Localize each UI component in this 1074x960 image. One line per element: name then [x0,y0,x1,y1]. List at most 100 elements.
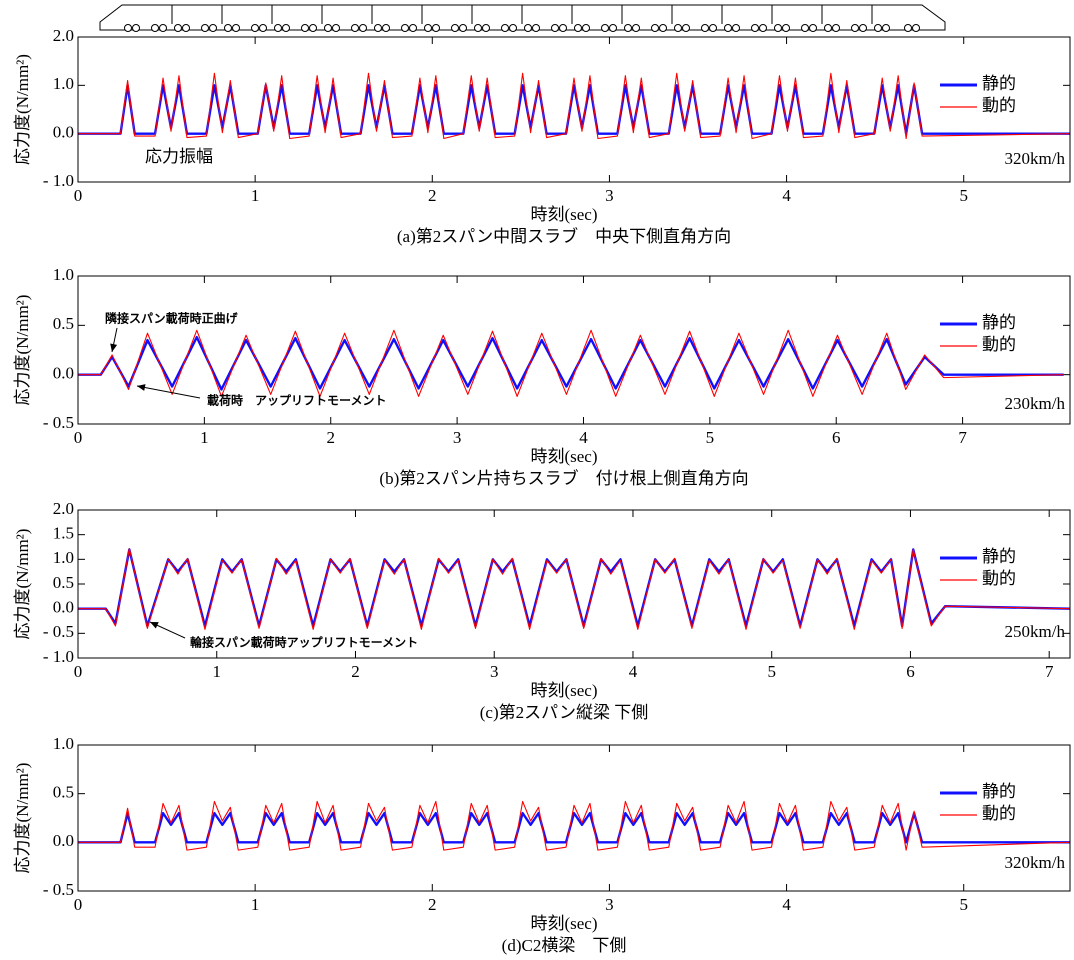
wheel [451,24,459,32]
series-group [78,547,1070,630]
legend-label: 動的 [982,804,1016,823]
annotation: 320km/h [1005,853,1066,872]
legend-label: 静的 [982,547,1016,566]
wheel [151,24,159,32]
y-axis-label: 応力度(N/mm²) [13,54,32,165]
arrow-head [150,622,159,629]
x-tick-label: 5 [706,428,715,447]
arrow-head [110,343,118,352]
y-axis-label: 応力度(N/mm²) [13,763,32,874]
x-axis-label: 時刻(sec) [530,447,597,466]
plot-frame [77,36,1071,183]
train-body [99,4,946,31]
chart-title: (a)第2スパン中間スラブ 中央下側直角方向 [397,226,731,246]
x-tick-label: 4 [782,895,791,914]
x-tick-label: 4 [579,428,588,447]
legend-label: 静的 [982,74,1016,93]
wheel [359,24,367,32]
data-line [78,800,1070,851]
wheel [374,24,382,32]
series-group [78,72,1070,140]
wheel [724,24,732,32]
wheel [482,24,490,32]
wheel [912,24,920,32]
wheel [401,24,409,32]
wheel [651,24,659,32]
wheel [332,24,340,32]
wheel [732,24,740,32]
x-axis-label: 時刻(sec) [530,681,597,700]
x-tick-label: 2 [428,186,437,205]
wheel [582,24,590,32]
wheel [309,24,317,32]
wheel [351,24,359,32]
y-tick-label: 2.0 [53,26,74,45]
y-tick-label: - 0.5 [43,880,74,899]
wheel [282,24,290,32]
wheel [632,24,640,32]
x-tick-label: 1 [200,428,209,447]
wheel [524,24,532,32]
train-illustration [99,4,946,32]
annotation: 250km/h [1005,622,1066,641]
x-tick-label: 3 [490,662,499,681]
legend-label: 動的 [982,569,1016,588]
x-tick-label: 5 [959,186,968,205]
wheel [559,24,567,32]
wheel [509,24,517,32]
annotation: 応力振幅 [145,147,213,166]
y-tick-label: 1.0 [53,734,74,753]
y-tick-label: 2.0 [53,499,74,518]
y-tick-label: 0.0 [53,364,74,383]
y-tick-label: 0.5 [53,314,74,333]
x-tick-label: 3 [605,186,614,205]
wheel [224,24,232,32]
wheel [701,24,709,32]
wheel [874,24,882,32]
data-line [78,329,1064,397]
wheel [424,24,432,32]
wheel [324,24,332,32]
x-tick-label: 0 [74,895,83,914]
wheel [182,24,190,32]
x-tick-label: 1 [251,895,260,914]
y-tick-label: 1.0 [53,265,74,284]
x-tick-label: 2 [428,895,437,914]
annotation: 隣接スパン載荷時正曲げ [105,311,239,326]
wheel [682,24,690,32]
plot-frame [77,744,1071,892]
wheel [232,24,240,32]
x-tick-label: 1 [251,186,260,205]
legend-label: 動的 [982,96,1016,115]
wheel [659,24,667,32]
y-tick-label: 0.5 [53,573,74,592]
wheel [174,24,182,32]
legend-label: 動的 [982,335,1016,354]
wheel [159,24,167,32]
y-tick-label: 0.0 [53,123,74,142]
y-axis-label: 応力度(N/mm²) [13,529,32,640]
wheel [132,24,140,32]
x-tick-label: 1 [212,662,221,681]
wheel [251,24,259,32]
wheel [609,24,617,32]
x-tick-label: 5 [767,662,776,681]
annotation: 輪接スパン載荷時アップリフトモーメント [190,635,418,650]
legend-label: 静的 [982,782,1016,801]
x-tick-label: 5 [959,895,968,914]
wheel [551,24,559,32]
x-tick-label: 0 [74,186,83,205]
wheel [709,24,717,32]
y-tick-label: - 0.5 [43,622,74,641]
wheel [259,24,267,32]
data-line [78,547,1070,630]
legend-label: 静的 [982,313,1016,332]
series-group [78,329,1064,397]
x-tick-label: 2 [351,662,360,681]
wheel [824,24,832,32]
plot-frame [77,275,1071,425]
wheel [459,24,467,32]
wheel [201,24,209,32]
wheel [574,24,582,32]
chart-title: (b)第2スパン片持ちスラブ 付け根上側直角方向 [379,468,748,488]
